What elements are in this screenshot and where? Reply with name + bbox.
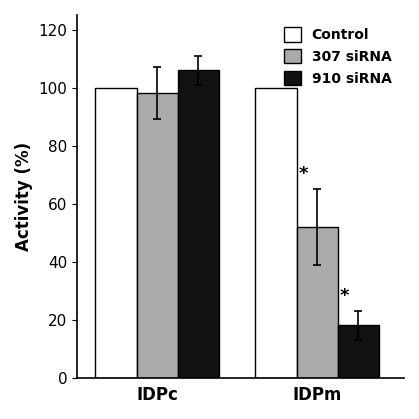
Bar: [297, 227, 338, 378]
Bar: [338, 326, 379, 378]
Bar: [137, 93, 178, 378]
Legend: Control, 307 siRNA, 910 siRNA: Control, 307 siRNA, 910 siRNA: [278, 22, 397, 91]
Bar: [178, 70, 219, 378]
Y-axis label: Activity (%): Activity (%): [15, 142, 33, 251]
Bar: [256, 88, 297, 378]
Bar: [96, 88, 137, 378]
Text: *: *: [340, 287, 349, 305]
Text: *: *: [299, 165, 308, 183]
